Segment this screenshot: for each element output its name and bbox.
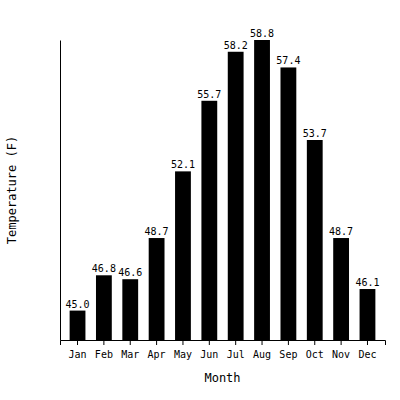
- data-label: 48.7: [329, 226, 353, 237]
- data-label: 58.8: [250, 28, 274, 39]
- x-tick-mark: [103, 340, 104, 345]
- bar: [280, 67, 296, 340]
- x-tick-label: Aug: [253, 349, 271, 360]
- x-tick-mark: [341, 340, 342, 345]
- x-tick-label: Jan: [68, 349, 86, 360]
- y-axis-title: Temperature (F): [5, 136, 19, 244]
- x-tick-label: Feb: [95, 349, 113, 360]
- data-label: 57.4: [276, 55, 300, 66]
- data-label: 45.0: [65, 299, 89, 310]
- x-tick: Sep: [279, 340, 297, 360]
- x-tick-label: Oct: [306, 349, 324, 360]
- bar: [360, 289, 376, 340]
- x-tick-mark: [288, 340, 289, 345]
- data-labels: 45.0 46.846.6 48.7 52.1 55.7 58.258.8 57.4 53.7…: [65, 28, 379, 310]
- x-tick: Apr: [148, 340, 166, 360]
- bar: [96, 275, 112, 340]
- x-tick: Jul: [227, 340, 245, 360]
- y-axis-line: [60, 41, 61, 341]
- bar: [149, 238, 165, 340]
- x-tick: May: [174, 340, 192, 360]
- data-label: 46.6: [118, 267, 142, 278]
- x-tick-mark: [77, 340, 78, 345]
- x-tick-label: Sep: [279, 349, 297, 360]
- x-tick: Nov: [332, 340, 350, 360]
- x-tick-mark: [235, 340, 236, 345]
- x-tick: Aug: [253, 340, 271, 360]
- y-axis: [60, 41, 61, 341]
- data-label: 52.1: [171, 159, 195, 170]
- x-tick: Feb: [95, 340, 113, 360]
- x-tick: Mar: [121, 340, 139, 360]
- x-tick: Oct: [306, 340, 324, 360]
- x-tick-mark: [209, 340, 210, 345]
- data-label: 46.8: [92, 263, 116, 274]
- x-tick: Jan: [68, 340, 86, 360]
- x-tick-mark: [262, 340, 263, 345]
- x-tick: Dec: [358, 340, 376, 360]
- data-label: 53.7: [303, 128, 327, 139]
- bar: [333, 238, 349, 340]
- x-axis-line: [61, 341, 386, 346]
- x-tick-label: Jul: [227, 349, 245, 360]
- x-tick-mark: [367, 340, 368, 345]
- bar: [201, 101, 217, 340]
- x-axis-title: Month: [204, 371, 240, 385]
- x-tick-label: Apr: [148, 349, 166, 360]
- bars: [70, 40, 376, 340]
- bar: [228, 52, 244, 340]
- x-tick: Jun: [200, 340, 218, 360]
- data-label: 55.7: [197, 89, 221, 100]
- bar: [175, 171, 191, 340]
- bar: [307, 140, 323, 340]
- x-tick-label: May: [174, 349, 192, 360]
- data-label: 58.2: [224, 40, 248, 51]
- x-axis: Jan Feb Mar Apr May Jun Jul Aug Sep Oct Nov Dec: [61, 340, 386, 360]
- x-tick-mark: [130, 340, 131, 345]
- chart: Jan Feb Mar Apr May Jun Jul Aug Sep Oct Nov Dec 45.0…: [0, 0, 400, 400]
- bar: [122, 279, 138, 340]
- x-tick-mark: [182, 340, 183, 345]
- x-tick-mark: [314, 340, 315, 345]
- bar: [70, 311, 86, 340]
- x-tick-mark: [156, 340, 157, 345]
- x-tick-label: Mar: [121, 349, 139, 360]
- x-tick-label: Dec: [358, 349, 376, 360]
- x-tick-label: Jun: [200, 349, 218, 360]
- data-label: 48.7: [145, 226, 169, 237]
- bar: [254, 40, 270, 340]
- data-label: 46.1: [355, 277, 379, 288]
- x-tick-label: Nov: [332, 349, 350, 360]
